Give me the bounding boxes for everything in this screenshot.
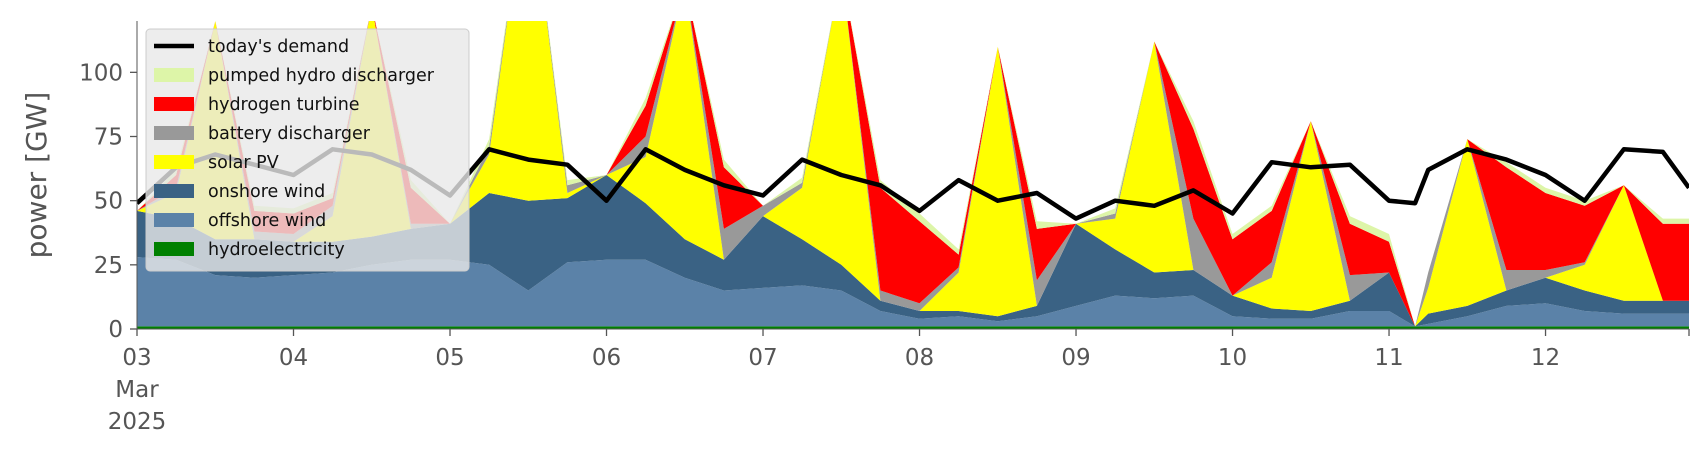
y-axis-label: power [GW] [20, 92, 53, 259]
legend-label: pumped hydro discharger [208, 66, 435, 86]
y-tick-label: 25 [94, 253, 123, 279]
x-tick-label: 06 [592, 345, 621, 371]
legend-label: battery discharger [208, 124, 371, 144]
legend: today's demand pumped hydro discharger hyd… [145, 28, 470, 272]
legend-label: hydroelectricity [208, 240, 345, 260]
legend-label: hydrogen turbine [208, 95, 360, 115]
y-tick-label: 100 [79, 60, 123, 86]
legend-swatch-battery-discharger [154, 126, 194, 140]
x-tick-label: 12 [1531, 345, 1560, 371]
area-hydrogen-turbine [137, 21, 1689, 327]
x-tick-label: 07 [748, 345, 777, 371]
legend-swatch-hydroelectricity [154, 242, 194, 256]
stacked-areas [137, 21, 1689, 329]
legend-label: today's demand [208, 37, 349, 57]
area-offshore-wind [137, 257, 1689, 327]
x-tick-label: Mar [115, 377, 159, 403]
legend-swatch-hydrogen-turbine [154, 97, 194, 111]
legend-swatch-solar-pv [154, 155, 194, 169]
y-tick-label: 75 [94, 125, 123, 151]
x-tick-label: 11 [1374, 345, 1403, 371]
area-hydroelectricity [137, 326, 1689, 329]
legend-box [145, 28, 470, 272]
y-tick-label: 0 [108, 317, 123, 343]
axes: 0 25 50 75 100 03 Mar 2025 04 05 06 07 08 09 10 11 12 [79, 21, 1690, 435]
legend-swatch-onshore-wind [154, 184, 194, 198]
x-tick-label: 03 [122, 345, 151, 371]
x-tick-label: 09 [1061, 345, 1090, 371]
x-tick-label: 2025 [108, 409, 167, 435]
x-tick-label: 08 [905, 345, 934, 371]
x-tick-label: 05 [435, 345, 464, 371]
area-solar-pv [137, 21, 1689, 327]
y-tick-label: 50 [94, 189, 123, 215]
legend-swatch-offshore-wind [154, 213, 194, 227]
legend-label: solar PV [208, 153, 279, 173]
legend-swatch-pumped-hydro-discharger [154, 68, 194, 82]
legend-label: offshore wind [208, 211, 326, 231]
legend-label: onshore wind [208, 182, 325, 202]
x-tick-label: 04 [279, 345, 308, 371]
x-tick-label: 10 [1218, 345, 1247, 371]
area-onshore-wind [137, 175, 1689, 327]
